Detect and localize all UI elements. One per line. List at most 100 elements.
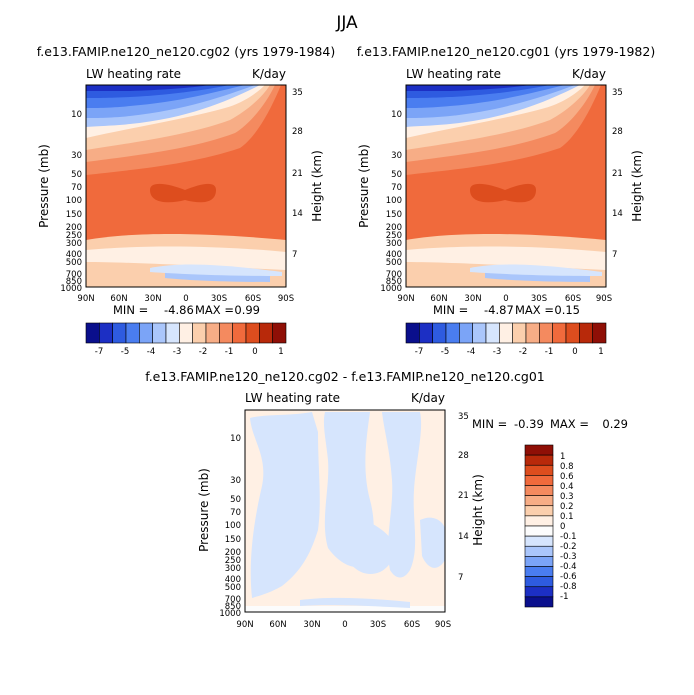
contour-band	[250, 412, 320, 598]
colorbar-swatch	[85, 322, 100, 344]
height-tick-label: 35	[612, 88, 623, 98]
panel-3-units-label: K/day	[411, 391, 445, 405]
colorbar-label: -3	[493, 347, 501, 357]
height-tick-label: 35	[292, 88, 303, 98]
colorbar-label: -0.3	[560, 552, 577, 562]
colorbar-label: 0.1	[560, 512, 574, 522]
colorbar-label: -2	[519, 347, 527, 357]
y-tick-label: 150	[386, 210, 402, 220]
panel-1: f.e13.FAMIP.ne120_ne120.cg02 (yrs 1979-1…	[37, 44, 335, 357]
colorbar-label: -4	[467, 347, 475, 357]
y-tick-label: 150	[225, 535, 241, 545]
y-tick-label: 50	[391, 170, 402, 180]
colorbar-label: 1	[560, 452, 565, 462]
colorbar-swatch	[205, 322, 220, 344]
panel-2-max-value: 0.15	[554, 303, 580, 317]
x-tick-label: 90S	[435, 620, 451, 630]
colorbar-swatch	[592, 322, 607, 344]
colorbar-label: 0.6	[560, 472, 574, 482]
colorbar-swatch	[524, 596, 554, 608]
panel-1-units-label: K/day	[252, 67, 286, 81]
panel-2-left-label: LW heating rate	[406, 67, 501, 81]
figure-title: JJA	[335, 13, 358, 33]
y-tick-label: 400	[386, 250, 402, 260]
colorbar-swatch	[152, 322, 167, 344]
panel-1-y-ticks: 10 30 50 70 100 150 200 250 300 400 500 …	[60, 110, 82, 294]
height-tick-label: 28	[612, 127, 623, 137]
colorbar-swatch	[259, 322, 273, 344]
y-tick-label: 500	[386, 258, 402, 268]
panel-3-colorbar	[524, 444, 554, 608]
contour-band	[86, 85, 210, 91]
x-tick-label: 30N	[144, 294, 161, 304]
height-tick-label: 21	[292, 169, 303, 179]
colorbar-swatch	[125, 322, 140, 344]
x-tick-label: 30N	[464, 294, 481, 304]
height-tick-label: 28	[292, 127, 303, 137]
colorbar-label: 1	[598, 347, 603, 357]
colorbar-swatch	[165, 322, 180, 344]
panel-2-units-label: K/day	[572, 67, 606, 81]
y-tick-label: 30	[391, 151, 402, 161]
x-tick-label: 60N	[110, 294, 127, 304]
panel-1-min-value: -4.86	[164, 303, 194, 317]
colorbar-swatch	[524, 535, 554, 547]
panel-2-ylabel: Pressure (mb)	[357, 144, 371, 228]
colorbar-swatch	[524, 545, 554, 557]
colorbar-swatch	[524, 556, 554, 567]
contour-band	[245, 606, 445, 612]
contour-band	[300, 597, 410, 608]
colorbar-swatch	[192, 322, 207, 344]
colorbar-swatch	[524, 586, 554, 598]
y-tick-label: 300	[225, 564, 241, 574]
panel-2-x-ticks: 90N 60N 30N 0 30S 60S 90S	[397, 294, 612, 304]
y-tick-label: 1000	[60, 284, 82, 294]
y-tick-label: 850	[66, 277, 82, 287]
colorbar-swatch	[524, 566, 554, 577]
colorbar-label: -0.8	[560, 582, 577, 592]
colorbar-swatch	[524, 495, 554, 507]
panel-2-max-label: MAX =	[515, 303, 554, 317]
colorbar-swatch	[524, 525, 554, 537]
panel-2-field	[406, 85, 606, 287]
panel-2: f.e13.FAMIP.ne120_ne120.cg01 (yrs 1979-1…	[357, 44, 655, 357]
height-tick-label: 14	[292, 209, 303, 219]
colorbar-swatch	[524, 475, 554, 486]
y-tick-label: 70	[71, 183, 82, 193]
x-tick-label: 60S	[245, 294, 261, 304]
colorbar-label: -0.1	[560, 532, 577, 542]
y-tick-label: 250	[66, 231, 82, 241]
contour-band	[406, 85, 530, 91]
y-tick-label: 700	[225, 595, 241, 605]
panel-1-title: f.e13.FAMIP.ne120_ne120.cg02 (yrs 1979-1…	[37, 44, 335, 59]
y-tick-label: 50	[230, 495, 241, 505]
x-tick-label: 90S	[596, 294, 612, 304]
y-tick-label: 500	[225, 583, 241, 593]
colorbar-label: -5	[121, 347, 129, 357]
colorbar-swatch	[232, 322, 247, 344]
panel-2-ylabel-right: Height (km)	[630, 150, 644, 221]
colorbar-swatch	[524, 444, 554, 456]
panel-3: f.e13.FAMIP.ne120_ne120.cg02 - f.e13.FAM…	[145, 369, 628, 630]
panel-3-left-label: LW heating rate	[245, 391, 340, 405]
colorbar-label: -2	[199, 347, 207, 357]
panel-2-colorbar-labels: -7 -5 -4 -3 -2 -1 0 1	[415, 347, 604, 357]
panel-2-y-ticks: 10 30 50 70 100 150 200 250 300 400 500 …	[380, 110, 402, 294]
height-tick-label: 7	[458, 573, 463, 583]
panel-2-colorbar	[405, 322, 607, 344]
x-tick-label: 30S	[211, 294, 227, 304]
panel-3-colorbar-labels: 1 0.8 0.6 0.4 0.3 0.2 0.1 0 -0.1 -0.2 -0…	[560, 452, 577, 602]
height-tick-label: 7	[292, 250, 297, 260]
y-tick-label: 200	[225, 548, 241, 558]
colorbar-swatch	[539, 322, 553, 344]
y-tick-label: 850	[386, 277, 402, 287]
contour-band	[150, 183, 216, 203]
height-tick-label: 14	[612, 209, 623, 219]
panel-3-title: f.e13.FAMIP.ne120_ne120.cg02 - f.e13.FAM…	[145, 369, 545, 384]
y-tick-label: 700	[386, 270, 402, 280]
y-tick-label: 300	[66, 239, 82, 249]
colorbar-swatch	[219, 322, 233, 344]
colorbar-swatch	[552, 322, 567, 344]
x-tick-label: 0	[342, 620, 347, 630]
